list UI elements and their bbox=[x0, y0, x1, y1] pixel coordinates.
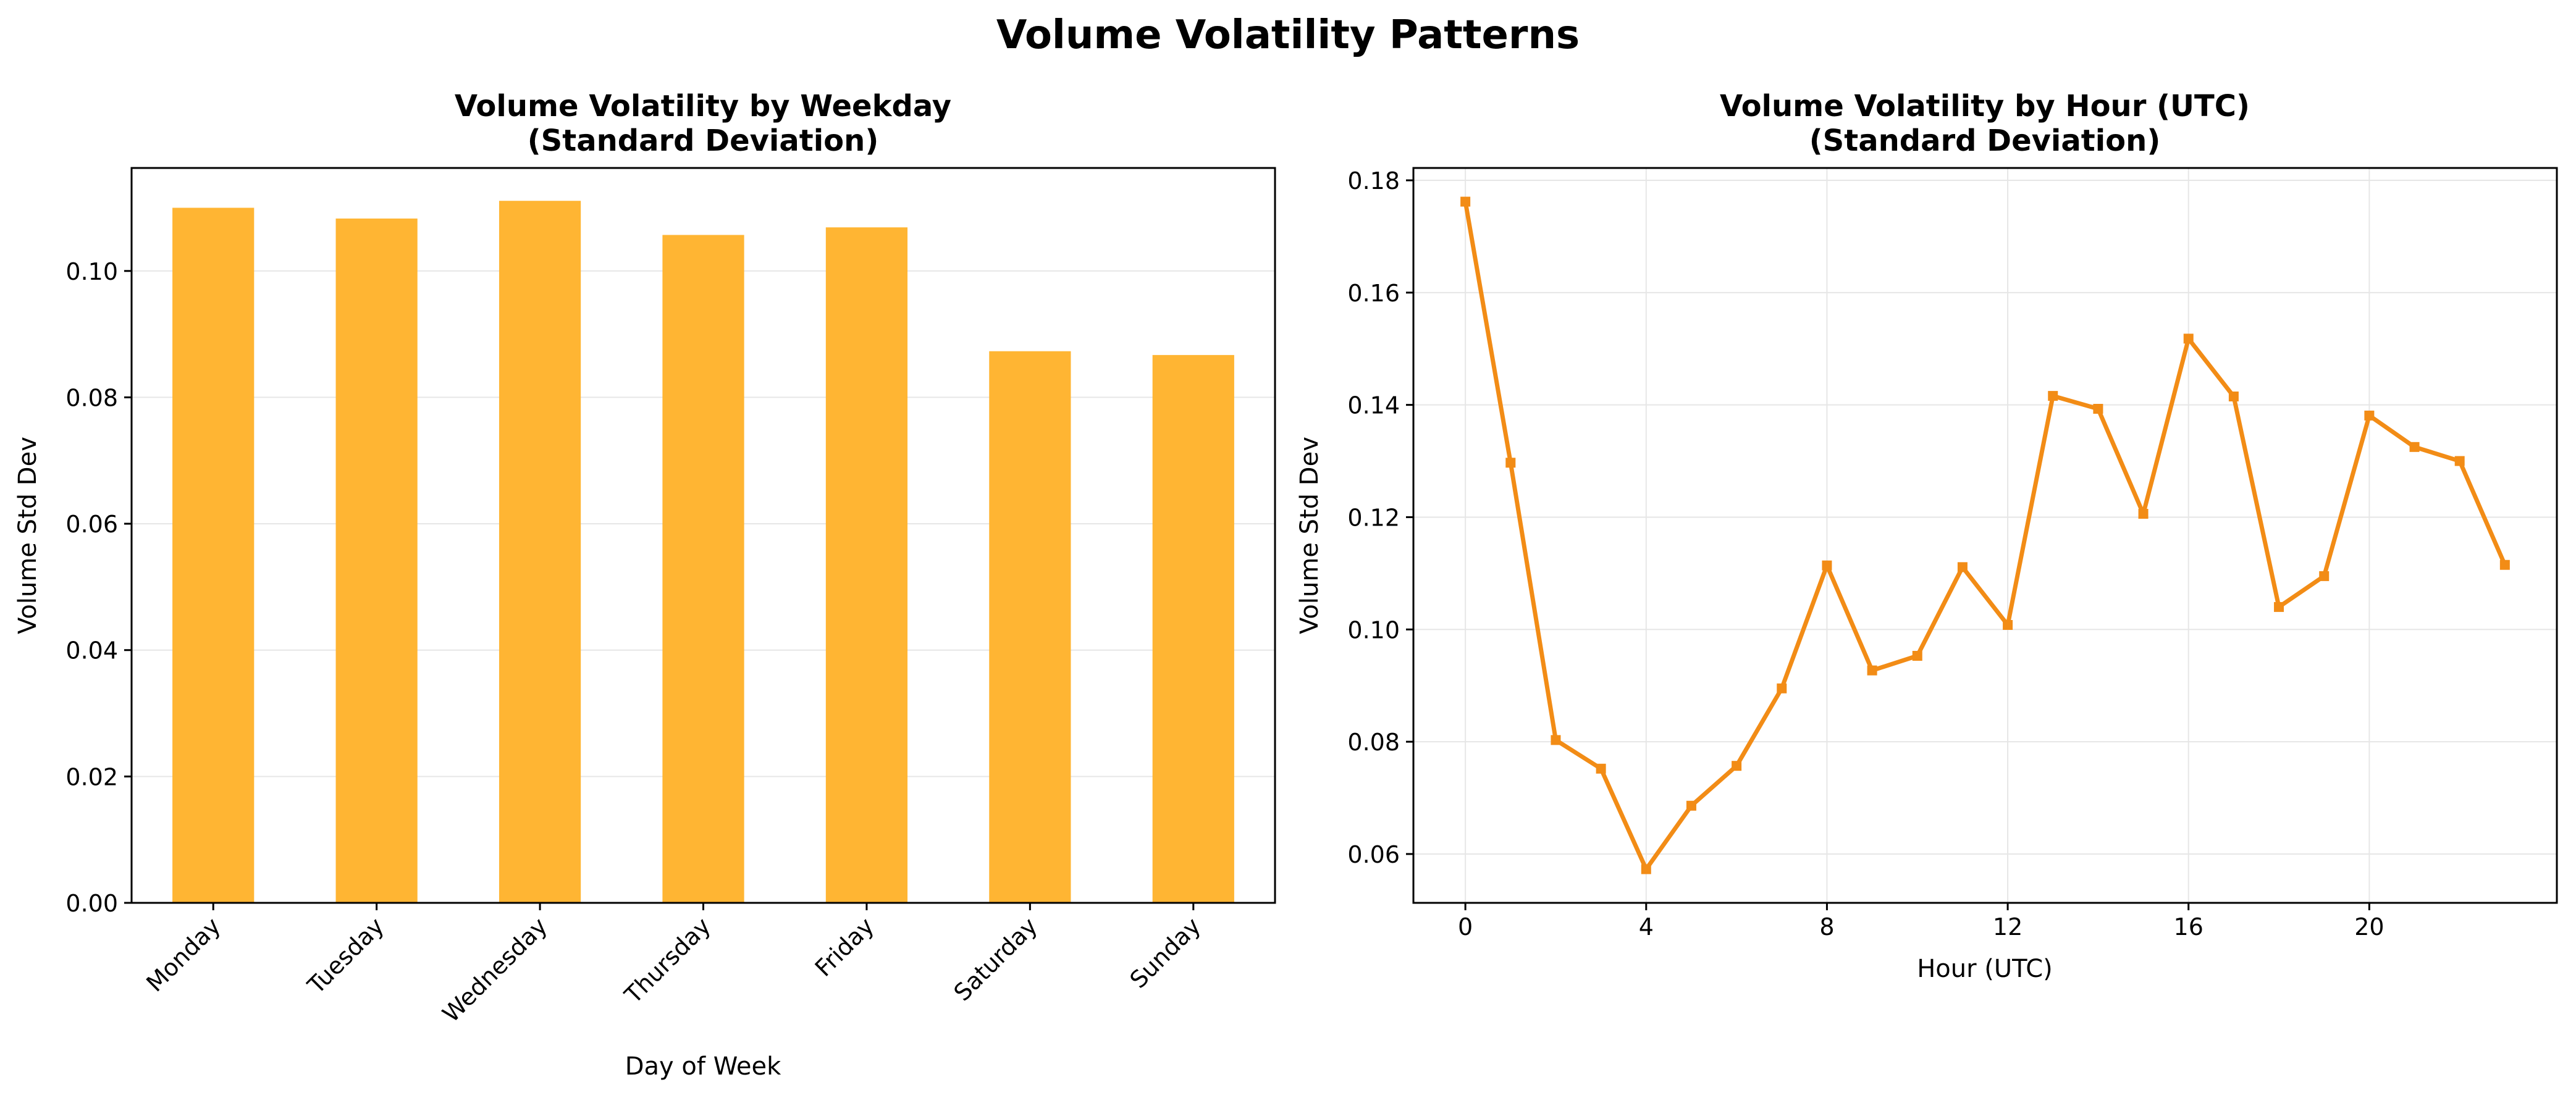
weekday-x-tick-label: Friday bbox=[810, 912, 880, 982]
hourly-chart-title-line2: (Standard Deviation) bbox=[1809, 124, 2161, 158]
hourly-x-tick-label: 16 bbox=[2174, 913, 2203, 941]
hourly-point-0 bbox=[1460, 196, 1471, 207]
weekday-x-tick-label: Saturday bbox=[949, 912, 1043, 1006]
weekday-y-tick-label: 0.00 bbox=[65, 890, 118, 917]
weekday-y-ticks: 0.00 0.02 0.04 0.06 0.08 0.10 bbox=[65, 258, 132, 917]
hourly-x-tick-label: 0 bbox=[1458, 913, 1473, 941]
hourly-y-ticks: 0.06 0.08 0.10 0.12 0.14 0.16 0.18 bbox=[1347, 167, 1413, 868]
hourly-x-axis-label: Hour (UTC) bbox=[1917, 955, 2053, 983]
hourly-point-8 bbox=[1822, 560, 1832, 571]
hourly-point-9 bbox=[1867, 665, 1877, 676]
weekday-y-axis-label: Volume Std Dev bbox=[14, 437, 42, 634]
hourly-y-tick-label: 0.14 bbox=[1347, 392, 1400, 419]
hourly-point-3 bbox=[1596, 763, 1606, 774]
hourly-point-22 bbox=[2454, 456, 2465, 466]
hourly-point-18 bbox=[2274, 601, 2284, 612]
hourly-point-10 bbox=[1912, 651, 1922, 661]
weekday-x-ticks: Monday Tuesday Wednesday Thursday Friday Satu… bbox=[141, 903, 1206, 1028]
hourly-y-tick-label: 0.08 bbox=[1347, 729, 1400, 756]
weekday-y-tick-label: 0.08 bbox=[65, 384, 118, 411]
weekday-x-tick-label: Monday bbox=[141, 912, 225, 997]
hourly-x-tick-label: 8 bbox=[1819, 913, 1834, 941]
weekday-x-tick-label: Wednesday bbox=[437, 912, 553, 1028]
hourly-y-tick-label: 0.18 bbox=[1347, 167, 1400, 195]
weekday-chart-title-line1: Volume Volatility by Weekday bbox=[455, 89, 951, 124]
hourly-point-23 bbox=[2499, 559, 2510, 570]
weekday-bar-wednesday bbox=[499, 201, 581, 903]
weekday-bars bbox=[172, 201, 1234, 903]
weekday-bar-saturday bbox=[989, 351, 1071, 903]
weekday-bar-sunday bbox=[1152, 354, 1234, 903]
hourly-point-21 bbox=[2409, 442, 2420, 452]
weekday-plot-frame bbox=[130, 167, 1276, 904]
weekday-bar-chart: Volume Volatility by Weekday (Standard D… bbox=[14, 89, 1276, 1081]
weekday-x-tick-label: Tuesday bbox=[302, 912, 389, 999]
weekday-chart-title-line2: (Standard Deviation) bbox=[528, 124, 879, 158]
weekday-y-tick-label: 0.06 bbox=[65, 511, 118, 538]
hourly-point-16 bbox=[2183, 333, 2194, 344]
hourly-y-tick-label: 0.06 bbox=[1347, 841, 1400, 868]
hourly-point-17 bbox=[2228, 392, 2239, 401]
hourly-point-7 bbox=[1777, 683, 1787, 694]
weekday-y-tick-label: 0.04 bbox=[65, 637, 118, 664]
weekday-bar-thursday bbox=[662, 235, 744, 903]
hourly-point-2 bbox=[1551, 735, 1561, 745]
hourly-point-15 bbox=[2138, 509, 2149, 519]
weekday-bar-friday bbox=[825, 227, 908, 903]
hourly-plot-frame bbox=[1412, 167, 2558, 904]
hourly-chart-title-line1: Volume Volatility by Hour (UTC) bbox=[1720, 89, 2250, 124]
weekday-y-tick-label: 0.02 bbox=[65, 763, 118, 790]
hourly-point-20 bbox=[2364, 410, 2375, 421]
hourly-point-4 bbox=[1641, 864, 1651, 874]
hourly-x-ticks: 0 4 8 12 16 20 bbox=[1458, 903, 2384, 941]
hourly-series-line bbox=[1463, 199, 2507, 871]
hourly-point-1 bbox=[1505, 458, 1516, 468]
hourly-x-tick-label: 4 bbox=[1639, 913, 1654, 941]
hourly-x-tick-label: 20 bbox=[2354, 913, 2384, 941]
hourly-y-tick-label: 0.10 bbox=[1347, 616, 1400, 643]
hourly-line-chart: Volume Volatility by Hour (UTC) (Standar… bbox=[1295, 89, 2558, 983]
hourly-series bbox=[1460, 196, 2510, 874]
hourly-y-tick-label: 0.16 bbox=[1347, 280, 1400, 307]
weekday-x-tick-label: Thursday bbox=[619, 912, 716, 1009]
weekday-x-tick-label: Sunday bbox=[1124, 912, 1206, 994]
weekday-y-tick-label: 0.10 bbox=[65, 258, 118, 285]
hourly-point-12 bbox=[2003, 620, 2013, 630]
hourly-x-tick-label: 12 bbox=[1993, 913, 2022, 941]
weekday-bar-tuesday bbox=[335, 218, 418, 903]
figure-title: Volume Volatility Patterns bbox=[996, 12, 1580, 58]
weekday-bar-monday bbox=[172, 207, 255, 903]
hourly-y-tick-label: 0.12 bbox=[1347, 504, 1400, 531]
hourly-point-19 bbox=[2319, 571, 2330, 581]
hourly-y-axis-label: Volume Std Dev bbox=[1295, 437, 1324, 634]
weekday-x-axis-label: Day of Week bbox=[625, 1052, 781, 1081]
hourly-point-6 bbox=[1732, 761, 1742, 771]
hourly-point-13 bbox=[2048, 391, 2058, 401]
hourly-point-14 bbox=[2093, 404, 2103, 414]
hourly-point-11 bbox=[1957, 562, 1968, 572]
hourly-point-5 bbox=[1686, 800, 1696, 811]
hourly-gridlines bbox=[1413, 168, 2557, 903]
